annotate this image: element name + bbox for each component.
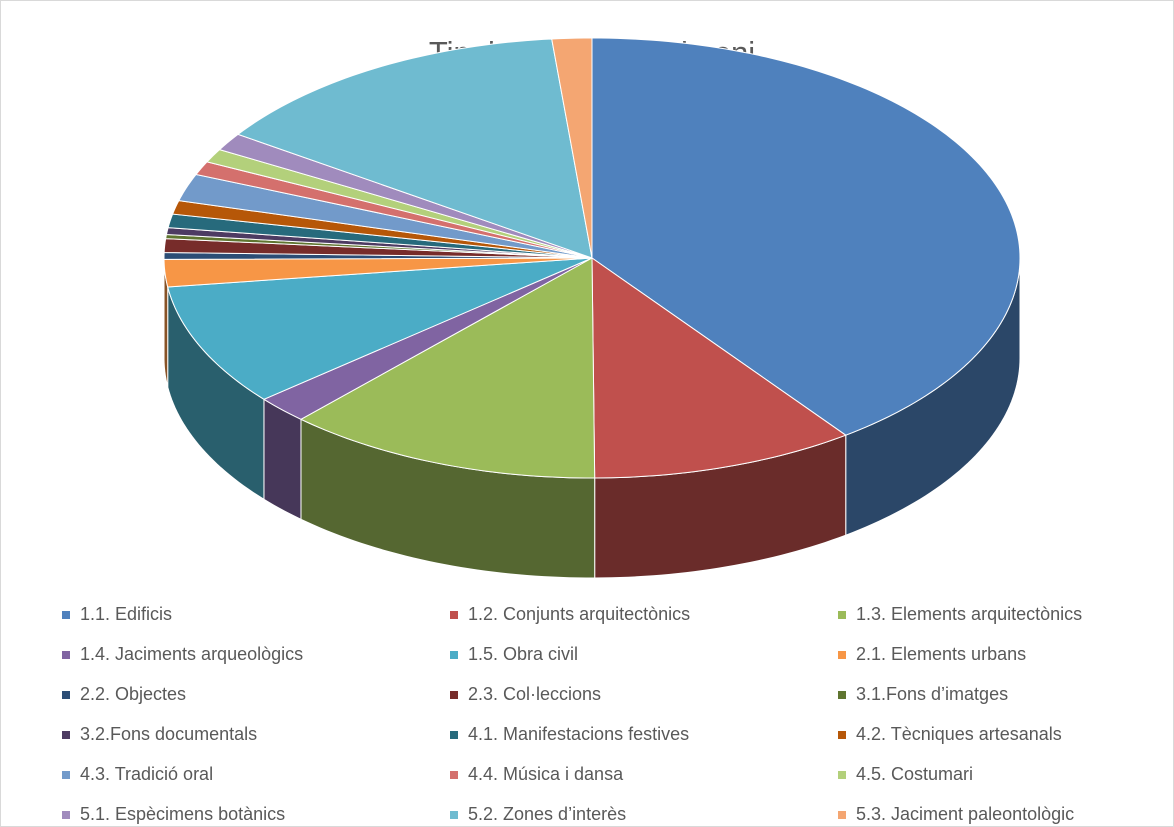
pie-slice — [262, 257, 593, 420]
legend-swatch — [62, 611, 70, 619]
legend-label: 4.5. Costumari — [856, 764, 973, 784]
legend-swatch — [62, 691, 70, 699]
legend-swatch — [450, 771, 458, 779]
legend-swatch — [838, 731, 846, 739]
legend-label: 1.5. Obra civil — [468, 644, 578, 664]
legend-label: 4.3. Tradició oral — [80, 764, 213, 784]
pie-slice — [178, 173, 593, 259]
pie-slice — [551, 37, 593, 259]
legend-swatch — [450, 611, 458, 619]
pie-slice — [236, 38, 593, 259]
legend-label: 4.4. Música i dansa — [468, 764, 624, 784]
legend-label: 1.2. Conjunts arquitectònics — [468, 604, 690, 624]
legend-label: 2.2. Objectes — [80, 684, 186, 704]
legend-swatch — [62, 651, 70, 659]
pie-slice — [591, 257, 847, 479]
pie-slice — [299, 257, 596, 479]
pie-slice — [163, 257, 593, 288]
legend-label: 3.1.Fons d’imatges — [856, 684, 1008, 704]
pie-slice — [591, 37, 1021, 436]
pie-slice — [218, 133, 593, 259]
legend-label: 5.1. Espècimens botànics — [80, 804, 285, 824]
pie-slice — [167, 257, 593, 400]
legend-label: 1.1. Edificis — [80, 604, 172, 624]
legend-label: 5.2. Zones d’interès — [468, 804, 626, 824]
legend-swatch — [450, 811, 458, 819]
pie-side — [263, 398, 302, 521]
legend-label: 2.3. Col·leccions — [468, 684, 601, 704]
legend-label: 2.1. Elements urbans — [856, 644, 1026, 664]
legend-swatch — [838, 691, 846, 699]
legend-swatch — [62, 811, 70, 819]
legend-label: 1.3. Elements arquitectònics — [856, 604, 1082, 624]
legend-swatch — [838, 651, 846, 659]
legend-swatch — [62, 731, 70, 739]
legend-label: 5.3. Jaciment paleontològic — [856, 804, 1074, 824]
legend-label: 1.4. Jaciments arqueològics — [80, 644, 303, 664]
legend-swatch — [838, 771, 846, 779]
legend-label: 4.1. Manifestacions festives — [468, 724, 689, 744]
legend-swatch — [838, 611, 846, 619]
legend-swatch — [62, 771, 70, 779]
legend-swatch — [450, 731, 458, 739]
legend-swatch — [838, 811, 846, 819]
legend-swatch — [450, 651, 458, 659]
legend-label: 4.2. Tècniques artesanals — [856, 724, 1062, 744]
legend-label: 3.2.Fons documentals — [80, 724, 257, 744]
legend-swatch — [450, 691, 458, 699]
